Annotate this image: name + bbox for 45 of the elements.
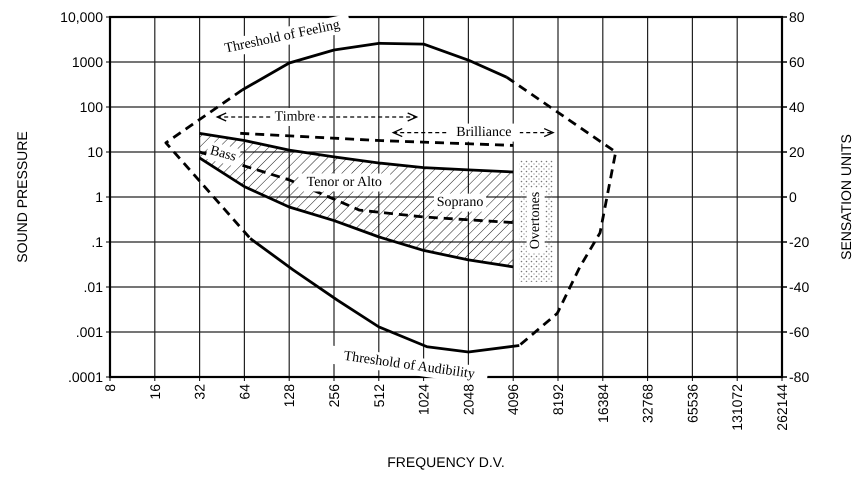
x-tick-label: 65536	[684, 384, 700, 423]
y-tick-label: .01	[84, 279, 104, 295]
y-tick-label: .0001	[68, 369, 104, 385]
y2-tick-label: 80	[789, 9, 805, 25]
x-tick-label: 262144	[774, 384, 790, 431]
x-tick-label: 8	[102, 384, 118, 392]
annotation: Timbre	[274, 109, 316, 124]
x-tick-label: 4096	[505, 384, 522, 416]
y-tick-label: 1000	[72, 54, 104, 70]
annotation: Threshold of Feeling	[223, 17, 342, 57]
x-tick-label: 256	[326, 384, 342, 408]
x-tick-label: 32768	[640, 384, 656, 423]
x-tick-label: 131072	[729, 384, 746, 431]
x-tick-label: 2048	[460, 384, 476, 416]
y2-tick-label: -20	[789, 234, 810, 250]
y2-tick-label: -80	[789, 369, 810, 385]
x-tick-label: 128	[281, 384, 298, 408]
y2-axis-title: SENSATION UNITS	[838, 134, 854, 260]
x-tick-label: 512	[370, 384, 387, 408]
x-tick-label: 8192	[550, 384, 566, 416]
y-axis-title: SOUND PRESSURE	[14, 131, 30, 263]
annotation: Overtones	[528, 192, 544, 250]
y2-tick-label: 40	[789, 99, 805, 115]
y-tick-label: .1	[91, 234, 104, 250]
x-tick-label: 1024	[416, 384, 432, 416]
annotation: Bass	[208, 143, 238, 165]
annotation: Threshold of Audibility	[342, 348, 476, 382]
x-tick-label: 32	[192, 384, 208, 400]
y2-tick-label: 0	[789, 189, 797, 205]
x-tick-label: 64	[236, 384, 252, 400]
y2-tick-label: 60	[789, 54, 805, 70]
annotation: Brilliance	[456, 125, 512, 140]
y2-tick-label: 20	[789, 144, 805, 160]
x-axis-title: FREQUENCY D.V.	[387, 454, 505, 470]
x-tick-label: 16384	[594, 384, 611, 423]
y2-tick-label: -60	[789, 324, 810, 340]
y-tick-label: 10,000	[60, 9, 104, 25]
annotation: Tenor or Alto	[306, 175, 382, 190]
y-tick-label: 100	[80, 99, 104, 115]
y-tick-label: .001	[76, 324, 104, 340]
annotation: Soprano	[436, 195, 484, 210]
x-tick-label: 16	[146, 384, 163, 400]
y-tick-label: 10	[87, 144, 104, 160]
y2-tick-label: -40	[789, 279, 810, 295]
y-tick-label: 1	[95, 189, 104, 205]
